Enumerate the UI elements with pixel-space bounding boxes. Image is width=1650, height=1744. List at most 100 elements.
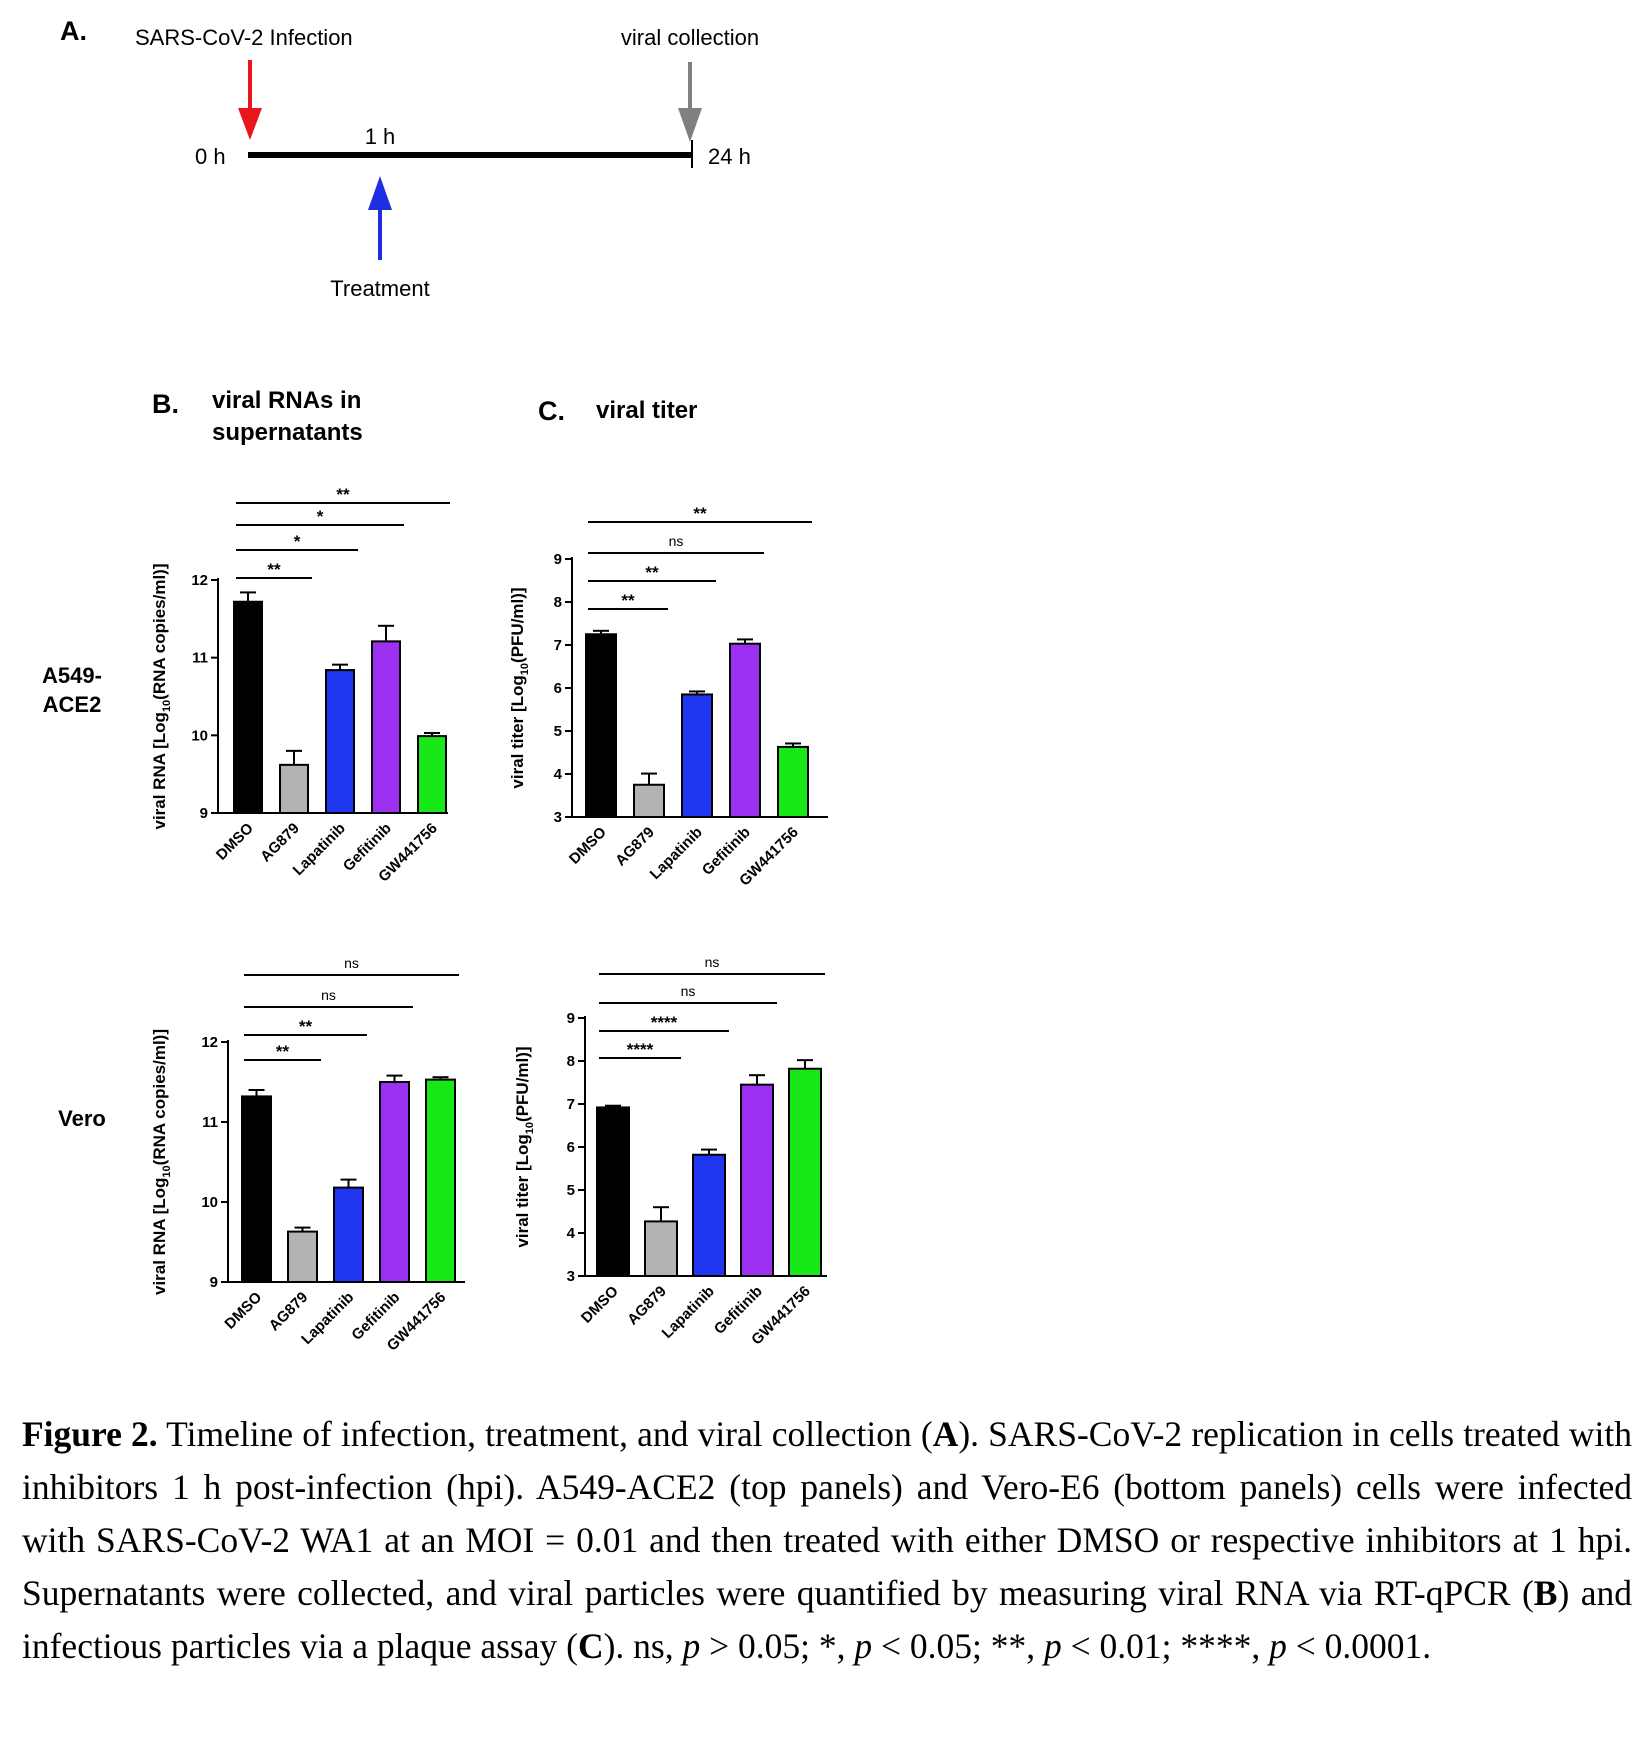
chart-c-a549: 3 4 5 6 7 8 9 viral titer [Log10(PFU/ml)] DMSO AG… bbox=[508, 504, 828, 889]
x-tick-label: DMSO bbox=[221, 1289, 265, 1333]
panel-c-label: C. bbox=[538, 396, 565, 426]
infection-label: SARS-CoV-2 Infection bbox=[135, 25, 353, 50]
bar-lapatinib bbox=[325, 669, 355, 814]
caption-text-5: > 0.05; *, bbox=[700, 1626, 855, 1666]
caption-text-2: ). SARS-CoV-2 replication in cells treat… bbox=[22, 1414, 1633, 1613]
bar-lapatinib bbox=[333, 1186, 364, 1283]
significance-label: * bbox=[294, 532, 301, 551]
bar-dmso bbox=[241, 1095, 272, 1284]
significance-label: ** bbox=[336, 485, 350, 504]
bar-dmso bbox=[233, 600, 263, 814]
y-tick-label: 6 bbox=[554, 680, 562, 697]
x-tick-label: DMSO bbox=[578, 1283, 622, 1327]
bar-dmso bbox=[596, 1106, 630, 1277]
caption-ref-b: B bbox=[1533, 1573, 1558, 1613]
y-tick-label: 10 bbox=[201, 1194, 218, 1211]
y-tick-label: 8 bbox=[554, 594, 562, 611]
row-label-a549-line2: ACE2 bbox=[43, 692, 102, 717]
y-tick-label: 12 bbox=[191, 572, 208, 589]
caption-p4: p bbox=[1269, 1626, 1287, 1666]
significance-label: ** bbox=[693, 504, 707, 523]
y-tick-label: 3 bbox=[567, 1268, 575, 1285]
caption-p3: p bbox=[1044, 1626, 1062, 1666]
x-tick-label: Lapatinib bbox=[647, 824, 706, 883]
y-tick-label: 3 bbox=[554, 809, 562, 826]
chart-b-vero: 9 10 11 12 viral RNA [Log10(RNA copies/ml)] D… bbox=[150, 955, 465, 1354]
panel-a-label: A. bbox=[60, 16, 87, 46]
y-tick-label: 12 bbox=[201, 1034, 218, 1051]
bar-gefitinib bbox=[729, 642, 761, 819]
infection-arrow-icon bbox=[238, 60, 262, 140]
y-tick-label: 11 bbox=[202, 1114, 218, 1131]
bar-gefitinib bbox=[379, 1081, 410, 1283]
caption-text-4: ). ns, bbox=[603, 1626, 683, 1666]
y-tick-label: 6 bbox=[567, 1139, 575, 1156]
figure-canvas: A. SARS-CoV-2 Infection viral collection… bbox=[42, 16, 828, 1354]
caption-text-3: ) and infectious particles via a plaque … bbox=[22, 1573, 1632, 1666]
y-tick-label: 9 bbox=[554, 551, 562, 568]
y-axis-label: viral titer [Log10(PFU/ml)] bbox=[513, 1046, 536, 1247]
x-tick-label: AG879 bbox=[612, 824, 658, 870]
time-24h-label: 24 h bbox=[708, 144, 751, 169]
significance-label: ns bbox=[344, 955, 359, 971]
bar-lapatinib bbox=[692, 1153, 726, 1277]
y-tick-label: 10 bbox=[191, 727, 208, 744]
significance-label: ns bbox=[705, 954, 720, 970]
significance-label: ** bbox=[621, 591, 635, 610]
significance-label: ns bbox=[321, 987, 336, 1003]
caption-p2: p bbox=[854, 1626, 873, 1666]
treatment-arrow-icon bbox=[368, 176, 392, 260]
caption-ref-c: C bbox=[577, 1626, 604, 1666]
treatment-label: Treatment bbox=[330, 276, 429, 301]
significance-label: ns bbox=[669, 533, 684, 549]
row-label-a549-line1: A549- bbox=[42, 663, 102, 688]
x-tick-label: Lapatinib bbox=[659, 1283, 718, 1342]
figure-caption: Figure 2. Timeline of infection, treatme… bbox=[22, 1408, 1632, 1673]
bar-gw441756 bbox=[425, 1078, 456, 1283]
collection-label: viral collection bbox=[621, 25, 759, 50]
y-tick-label: 7 bbox=[567, 1096, 575, 1113]
chart-b-a549: 9 10 11 12 viral RNA [Log10(RNA copies/ml)] D… bbox=[150, 485, 450, 885]
significance-label: **** bbox=[651, 1013, 678, 1032]
bar-gw441756 bbox=[788, 1067, 822, 1277]
y-tick-label: 8 bbox=[567, 1053, 575, 1070]
panel-b-title-line2: supernatants bbox=[212, 419, 363, 446]
caption-p1: p bbox=[682, 1626, 701, 1666]
x-tick-label: AG879 bbox=[266, 1289, 312, 1335]
significance-label: ** bbox=[267, 560, 281, 579]
bar-gw441756 bbox=[417, 735, 447, 814]
bar-lapatinib bbox=[681, 693, 713, 819]
panel-c-title-text: viral titer bbox=[596, 397, 697, 424]
panel-b-title-line1: viral RNAs in bbox=[212, 387, 361, 414]
y-axis-label: viral RNA [Log10(RNA copies/ml)] bbox=[150, 563, 173, 829]
bar-dmso bbox=[585, 633, 617, 818]
bar-ag879 bbox=[644, 1220, 678, 1278]
collection-arrow-icon bbox=[678, 62, 702, 142]
chart-c-vero: 3 4 5 6 7 8 9 viral titer [Log10(PFU/ml)] DMSO AG… bbox=[513, 954, 827, 1348]
significance-label: ns bbox=[681, 983, 696, 999]
time-0h-label: 0 h bbox=[195, 144, 226, 169]
significance-label: **** bbox=[627, 1040, 654, 1059]
panel-b-title: B. viral RNAs in supernatants bbox=[152, 387, 363, 446]
y-tick-label: 4 bbox=[554, 766, 563, 783]
x-tick-label: AG879 bbox=[257, 820, 303, 866]
y-tick-label: 9 bbox=[200, 805, 208, 822]
significance-label: ** bbox=[299, 1017, 313, 1036]
y-tick-label: 5 bbox=[567, 1182, 575, 1199]
y-tick-label: 7 bbox=[554, 637, 562, 654]
caption-text-8: < 0.0001. bbox=[1286, 1626, 1432, 1666]
bar-gefitinib bbox=[740, 1083, 774, 1278]
y-axis-label: viral titer [Log10(PFU/ml)] bbox=[508, 587, 531, 788]
bar-ag879 bbox=[633, 783, 665, 818]
time-1h-label: 1 h bbox=[365, 124, 396, 149]
caption-text-1: Timeline of infection, treatment, and vi… bbox=[157, 1414, 933, 1454]
x-tick-label: AG879 bbox=[624, 1283, 670, 1329]
caption-ref-a: A bbox=[932, 1414, 959, 1454]
y-tick-label: 9 bbox=[210, 1274, 218, 1291]
caption-text-6: < 0.05; **, bbox=[872, 1626, 1045, 1666]
x-tick-label: DMSO bbox=[566, 824, 610, 868]
bar-gefitinib bbox=[371, 640, 401, 815]
y-axis-label: viral RNA [Log10(RNA copies/ml)] bbox=[150, 1029, 173, 1295]
panel-b-label: B. bbox=[152, 389, 179, 419]
